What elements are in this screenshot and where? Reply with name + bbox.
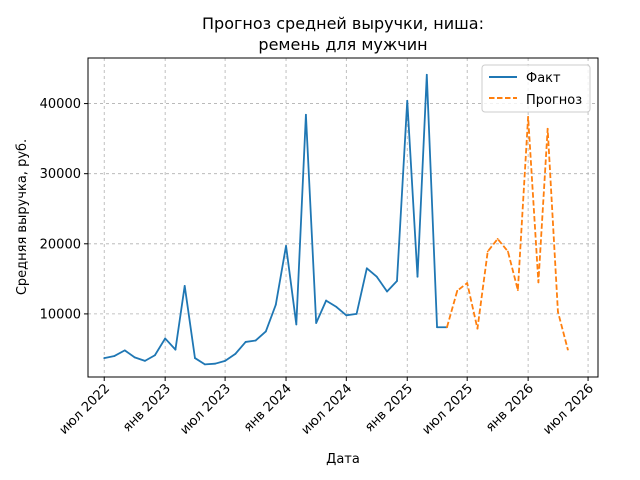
data-point-fact bbox=[183, 284, 186, 287]
legend-label-fact: Факт bbox=[526, 71, 561, 86]
data-point-fact bbox=[234, 352, 237, 355]
data-point-forecast bbox=[566, 348, 569, 351]
data-point-forecast bbox=[546, 127, 549, 130]
legend-label-forecast: Прогноз bbox=[526, 93, 582, 108]
chart-title-line-2: ремень для мужчин bbox=[258, 35, 427, 54]
data-point-fact bbox=[214, 362, 217, 365]
y-axis-ticks: 10000 20000 30000 40000 bbox=[40, 97, 88, 322]
data-point-forecast bbox=[466, 282, 469, 284]
data-point-fact bbox=[365, 267, 368, 270]
plot-lines bbox=[103, 73, 569, 366]
x-axis-label: Дата bbox=[326, 452, 360, 467]
data-point-fact bbox=[325, 299, 328, 302]
data-point-fact bbox=[345, 314, 348, 317]
data-point-fact bbox=[133, 356, 136, 359]
data-point-fact bbox=[204, 363, 206, 366]
data-point-forecast bbox=[507, 250, 509, 253]
data-point-fact bbox=[144, 359, 146, 362]
data-point-fact bbox=[386, 290, 388, 293]
y-tick-label: 20000 bbox=[40, 237, 81, 252]
data-point-forecast bbox=[476, 327, 479, 330]
data-point-forecast bbox=[527, 115, 530, 118]
data-point-fact bbox=[103, 357, 106, 359]
y-tick-label: 10000 bbox=[40, 307, 81, 322]
data-point-fact bbox=[254, 339, 257, 342]
y-tick-label: 30000 bbox=[40, 167, 81, 182]
data-point-fact bbox=[406, 99, 409, 102]
data-point-fact bbox=[113, 355, 116, 357]
data-point-forecast bbox=[557, 310, 559, 313]
data-point-fact bbox=[436, 326, 438, 329]
data-point-fact bbox=[335, 305, 338, 308]
data-point-fact bbox=[123, 349, 126, 352]
data-point-forecast bbox=[456, 289, 459, 292]
data-point-fact bbox=[355, 313, 358, 315]
data-point-fact bbox=[425, 73, 428, 76]
data-point-fact bbox=[224, 359, 227, 362]
data-point-forecast bbox=[496, 237, 499, 240]
data-point-fact bbox=[194, 357, 196, 359]
grid bbox=[88, 58, 598, 377]
data-point-fact bbox=[375, 275, 378, 278]
legend: Факт Прогноз bbox=[481, 64, 591, 113]
chart-title-line-1: Прогноз средней выручки, ниша: bbox=[202, 14, 484, 33]
data-point-fact bbox=[274, 303, 277, 306]
data-point-fact bbox=[295, 323, 298, 326]
data-point-forecast bbox=[446, 326, 448, 329]
plot-area-frame bbox=[87, 57, 599, 378]
data-point-forecast bbox=[537, 281, 540, 284]
data-point-fact bbox=[285, 244, 287, 247]
y-tick-label: 40000 bbox=[40, 97, 81, 112]
data-point-fact bbox=[153, 354, 156, 357]
data-point-fact bbox=[244, 341, 247, 343]
data-point-fact bbox=[416, 275, 419, 278]
data-point-fact bbox=[164, 337, 167, 340]
data-point-fact bbox=[264, 330, 267, 333]
data-point-fact bbox=[174, 348, 177, 351]
data-point-fact bbox=[305, 113, 307, 116]
data-point-forecast bbox=[516, 289, 519, 291]
data-point-forecast bbox=[486, 250, 489, 253]
data-point-fact bbox=[396, 280, 398, 282]
y-axis-label: Средняя выручка, руб. bbox=[15, 139, 30, 295]
data-point-fact bbox=[315, 322, 318, 324]
